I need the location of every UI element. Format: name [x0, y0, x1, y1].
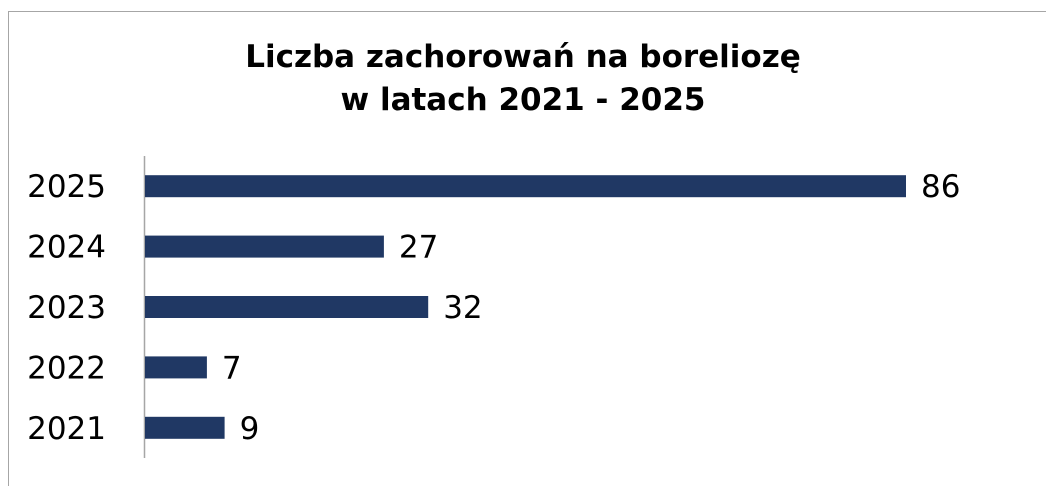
chart-title: Liczba zachorowań na boreliozę w latach …	[0, 36, 1046, 122]
category-label-2024: 2024	[27, 230, 106, 266]
bar-2023	[145, 296, 429, 318]
bar-2021	[145, 416, 225, 439]
chart-title-line-1: Liczba zachorowań na boreliozę	[245, 39, 801, 75]
value-label-2023: 32	[443, 290, 482, 326]
value-label-2022: 7	[222, 350, 242, 386]
category-labels-group: 2025 2024 2023 2022 2021	[27, 169, 106, 447]
category-label-2025: 2025	[27, 169, 106, 205]
bar-2025	[145, 175, 906, 198]
bar-2022	[145, 356, 207, 379]
category-label-2023: 2023	[27, 290, 106, 326]
bar-2024	[145, 235, 384, 258]
chart-title-line-2: w latach 2021 - 2025	[340, 82, 706, 118]
value-label-2021: 9	[240, 411, 260, 447]
category-label-2021: 2021	[27, 411, 106, 447]
category-label-2022: 2022	[27, 350, 106, 386]
value-label-2025: 86	[921, 169, 960, 205]
value-label-2024: 27	[399, 230, 438, 266]
bars-group	[145, 175, 906, 439]
